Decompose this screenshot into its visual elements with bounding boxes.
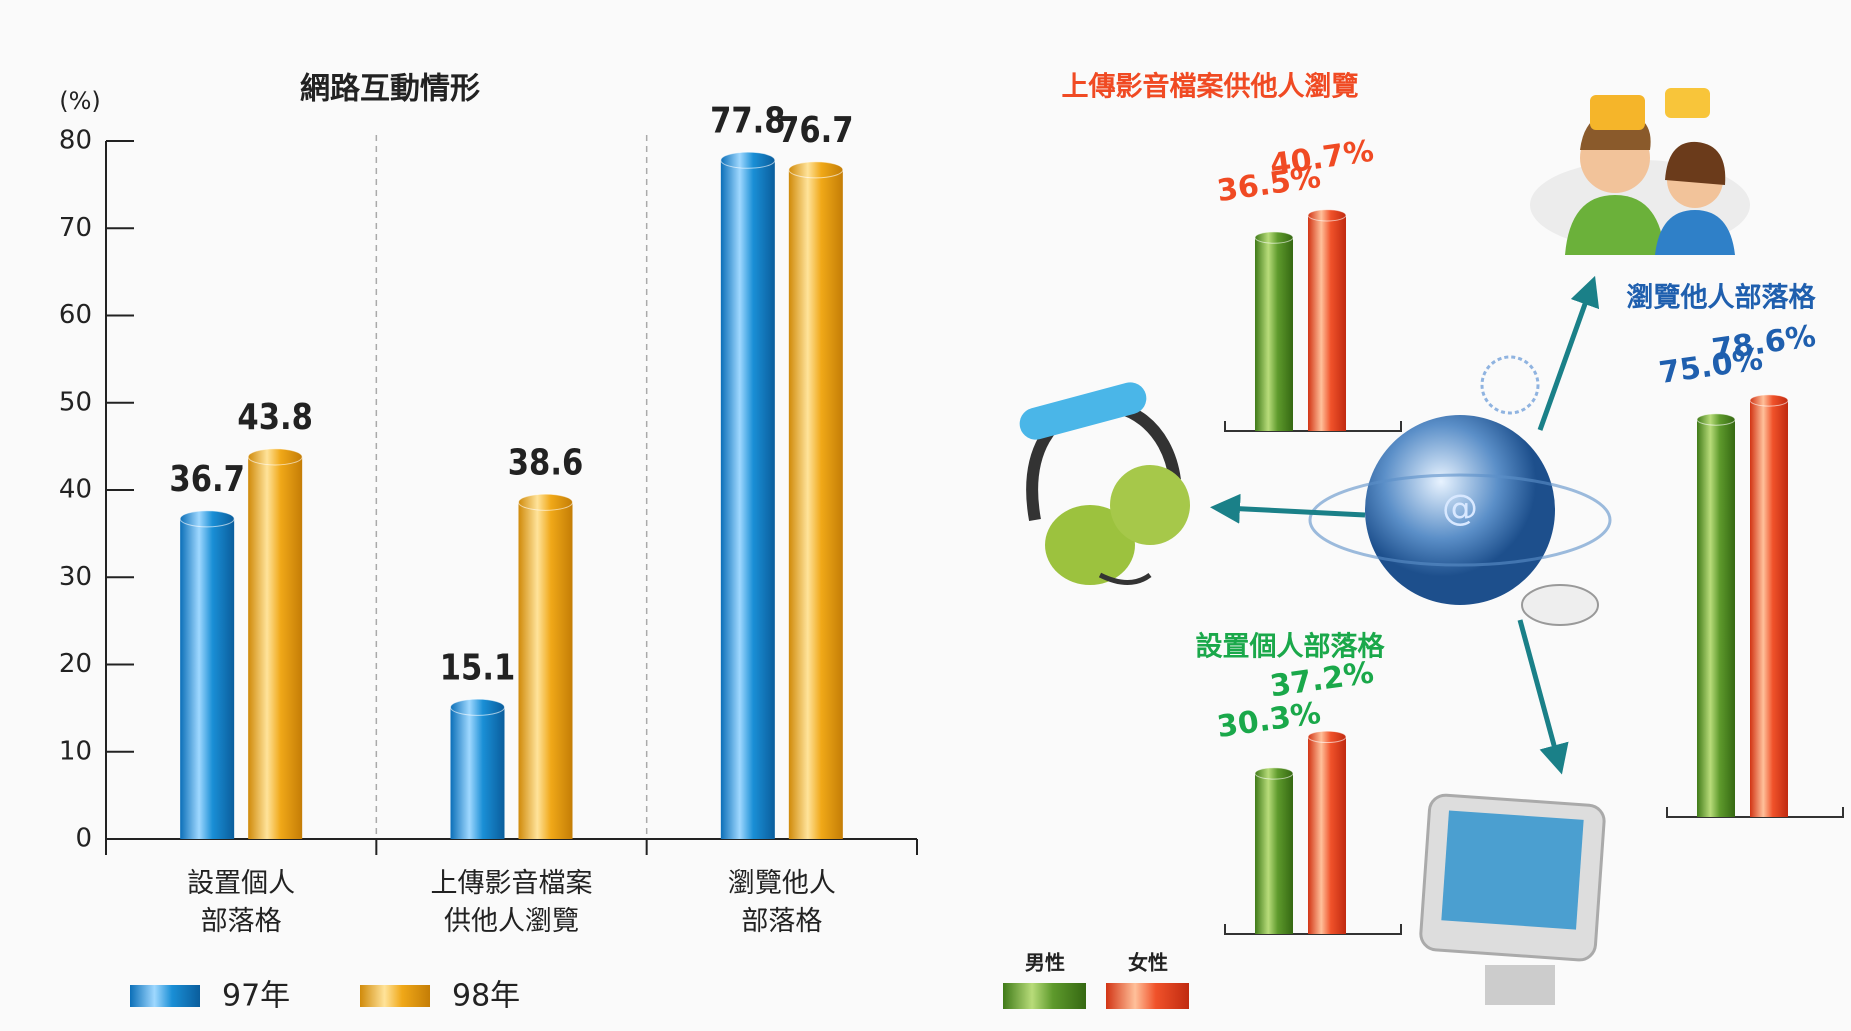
bar — [518, 502, 573, 839]
x-tick-label: 上傳影音檔案 供他人瀏覽 — [430, 868, 593, 937]
arrows — [1210, 275, 1600, 775]
value-label: 38.6 — [508, 441, 583, 483]
category-title: 設置個人部落格 — [1196, 631, 1386, 663]
legend-swatch — [130, 985, 200, 1007]
legend-label: 97年 — [222, 979, 290, 1014]
globe-illustration: @ — [1308, 355, 1612, 626]
y-axis-unit: (%) — [59, 87, 101, 115]
headphones-illustration — [1019, 382, 1190, 585]
bar-cap — [1749, 394, 1789, 407]
y-tick-label: 20 — [59, 649, 92, 679]
bar — [1697, 419, 1735, 817]
legend-swatch — [1106, 983, 1189, 1009]
bar-cap — [1254, 231, 1294, 244]
y-tick-label: 50 — [59, 387, 92, 417]
category-title: 瀏覽他人部落格 — [1627, 282, 1817, 314]
svg-text:@: @ — [1442, 488, 1478, 529]
bar — [1255, 237, 1293, 431]
bar — [180, 518, 235, 839]
bar — [248, 456, 303, 839]
y-tick-label: 0 — [75, 824, 92, 854]
y-tick-label: 30 — [59, 562, 92, 592]
legend-label: 98年 — [452, 979, 520, 1014]
value-label: 76.7 — [778, 109, 853, 151]
category-title: 上傳影音檔案供他人瀏覽 — [1062, 71, 1359, 103]
value-label: 43.8 — [237, 396, 312, 438]
bar — [788, 169, 843, 840]
bar — [1750, 400, 1788, 817]
bar — [720, 160, 775, 839]
legend-swatch — [360, 985, 430, 1007]
bar — [1308, 736, 1346, 934]
y-tick-label: 40 — [59, 475, 92, 505]
legend-swatch — [1003, 983, 1086, 1009]
legend-label: 男性 — [1025, 951, 1065, 975]
bar-cap — [518, 493, 573, 511]
bar-cap — [1307, 209, 1347, 222]
people-illustration — [1530, 88, 1750, 255]
x-tick-label: 設置個人 部落格 — [187, 868, 296, 937]
bar-cap — [720, 151, 776, 169]
x-tick-label: 瀏覽他人 部落格 — [727, 868, 836, 937]
value-label: 15.1 — [440, 646, 515, 688]
bar-cap — [1254, 767, 1294, 780]
bar — [1255, 773, 1293, 934]
bar-cap — [1307, 730, 1347, 744]
bar-cap — [179, 510, 235, 528]
bar-cap — [1696, 413, 1736, 426]
bar — [1308, 215, 1346, 431]
y-tick-label: 70 — [59, 213, 92, 243]
y-tick-label: 80 — [59, 126, 92, 156]
value-label: 77.8 — [710, 99, 785, 141]
legend-label: 女性 — [1128, 951, 1168, 975]
chart-title: 網路互動情形 — [300, 72, 480, 107]
y-tick-label: 60 — [59, 300, 92, 330]
bar-cap — [450, 698, 505, 716]
monitor-illustration — [1419, 793, 1606, 1005]
bar-cap — [788, 161, 844, 179]
y-tick-label: 10 — [59, 736, 92, 766]
bar — [450, 707, 505, 839]
value-label: 36.7 — [169, 458, 244, 500]
bar-cap — [247, 448, 303, 466]
